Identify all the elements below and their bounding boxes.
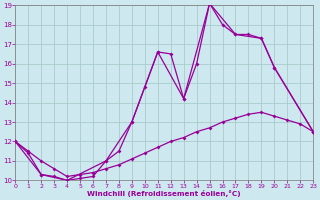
- X-axis label: Windchill (Refroidissement éolien,°C): Windchill (Refroidissement éolien,°C): [87, 190, 241, 197]
